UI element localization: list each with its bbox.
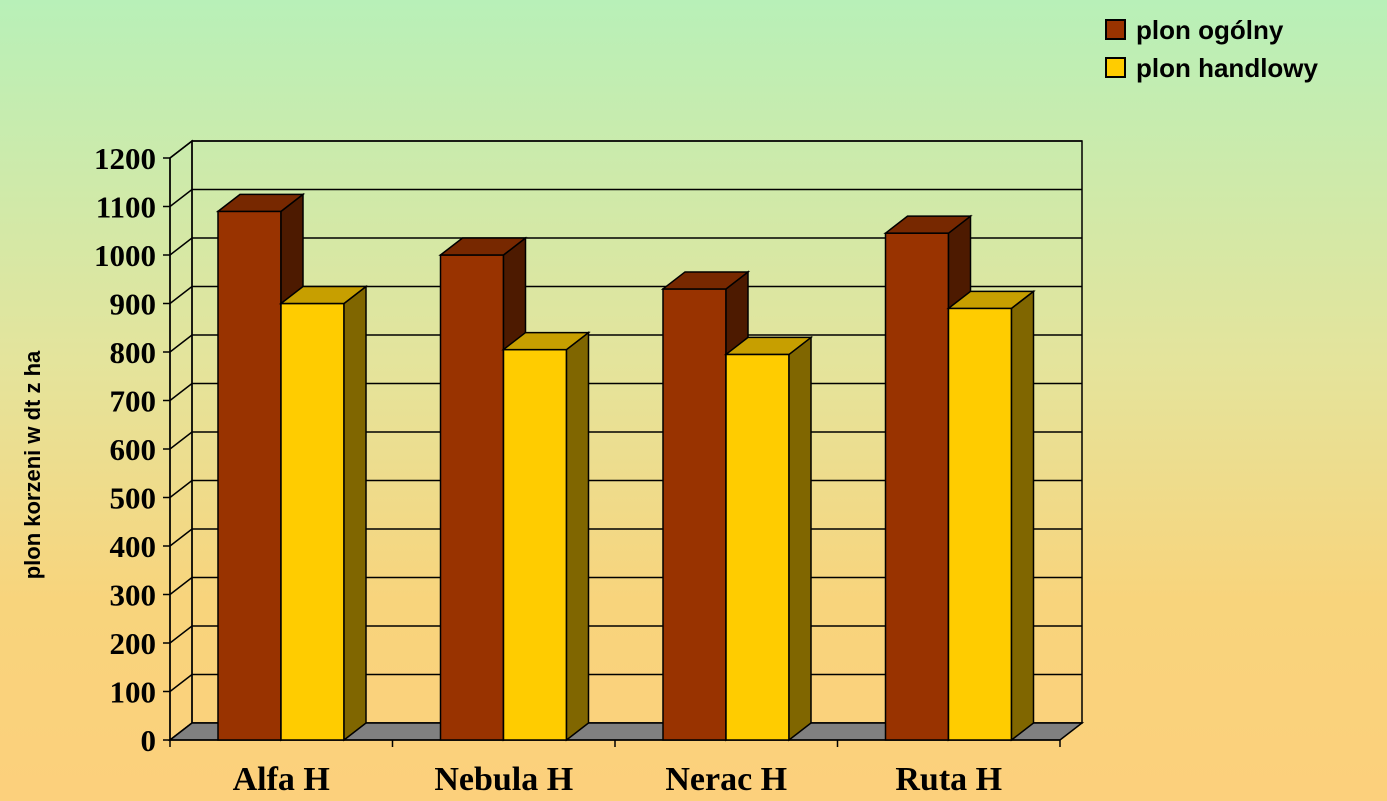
y-tick-label: 1200 [94, 141, 156, 176]
bar-side [565, 331, 590, 742]
y-tick-label: 900 [110, 287, 157, 322]
y-tick-label: 700 [110, 384, 157, 419]
bar-top [883, 215, 973, 234]
bar-front [280, 302, 345, 741]
gridline [169, 237, 1082, 256]
bar-front [502, 348, 568, 741]
bar [278, 284, 369, 742]
gridline [169, 140, 1082, 159]
legend-label: plon handlowy [1136, 53, 1319, 83]
bar-side [1010, 289, 1035, 742]
bar-front [884, 232, 950, 741]
y-tick-label: 100 [110, 675, 157, 710]
bar-top [278, 285, 369, 305]
bar-top [660, 271, 751, 290]
y-tick-label: 400 [110, 529, 157, 564]
y-tick-label: 1000 [94, 238, 156, 273]
bar-top [723, 336, 814, 356]
bar-front [217, 210, 282, 741]
bar-side [343, 284, 367, 742]
y-tick-label: 200 [110, 626, 157, 661]
bar [723, 335, 814, 742]
bar-top [215, 193, 306, 213]
y-tick-label: 0 [141, 723, 157, 758]
x-tick-label: Nerac H [665, 761, 787, 798]
y-tick-label: 800 [110, 335, 157, 370]
gridline [169, 188, 1082, 208]
x-tick-label: Ruta H [895, 761, 1002, 798]
legend-swatch [1105, 57, 1126, 78]
bar [501, 331, 591, 742]
legend: plon ogólny plon handlowy [1105, 15, 1319, 83]
bar-top [946, 290, 1036, 310]
y-tick-label: 500 [110, 481, 157, 516]
gridline [169, 285, 1082, 305]
bar-top [438, 237, 528, 256]
bar-top [501, 331, 591, 351]
bar-front [439, 254, 505, 741]
bar-front [947, 307, 1013, 741]
x-tick-label: Nebula H [434, 761, 573, 798]
bars [215, 192, 1036, 742]
legend-label: plon ogólny [1136, 15, 1284, 45]
legend-swatch [1105, 19, 1126, 40]
y-tick-label: 300 [110, 578, 157, 613]
bar-side [788, 335, 812, 742]
bar [946, 289, 1036, 742]
bar-front [662, 288, 727, 741]
x-tick-label: Alfa H [233, 761, 330, 798]
gridline [169, 334, 1082, 353]
bar-front [725, 353, 790, 741]
y-tick-label: 600 [110, 432, 157, 467]
x-axis: Alfa H Nebula H Nerac H Ruta H [169, 739, 1061, 798]
y-axis: 0 100 200 300 400 500 600 700 800 900 1000 1100 1200 [94, 141, 171, 758]
y-axis-label: plon korzeni w dt z ha [20, 350, 45, 579]
y-tick-label: 1100 [96, 190, 156, 225]
